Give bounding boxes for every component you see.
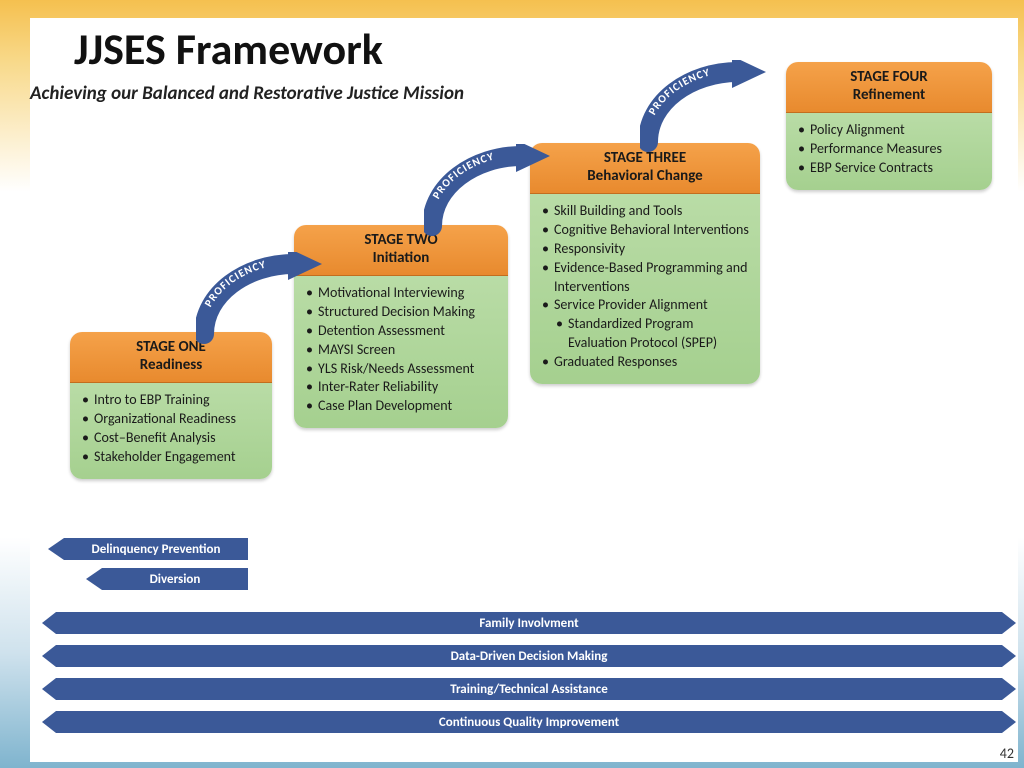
stage-bullet: Inter-Rater Reliability xyxy=(304,378,498,397)
band-label: Continuous Quality Improvement xyxy=(439,715,619,730)
left-arrow-label: Diversion xyxy=(150,572,201,587)
horizontal-band: Continuous Quality Improvement xyxy=(56,711,1002,733)
svg-text:PROFICIENCY: PROFICIENCY xyxy=(430,150,496,202)
proficiency-arrow: PROFICIENCY xyxy=(424,144,554,239)
stage-bullet: Graduated Responses xyxy=(540,353,750,372)
stage-card-stage-four: STAGE FOURRefinementPolicy AlignmentPerf… xyxy=(786,62,992,190)
stage-bullet: Cognitive Behavioral Interventions xyxy=(540,221,750,240)
stage-bullet: Structured Decision Making xyxy=(304,303,498,322)
stage-bullet: Skill Building and Tools xyxy=(540,202,750,221)
stage-bullet: Performance Measures xyxy=(796,140,982,159)
stage-bullet: Service Provider Alignment xyxy=(540,296,750,315)
stage-body: Intro to EBP TrainingOrganizational Read… xyxy=(70,383,272,479)
stage-bullet: YLS Risk/Needs Assessment xyxy=(304,360,498,379)
left-arrow-strip: Delinquency Prevention xyxy=(64,538,248,560)
left-arrow-label: Delinquency Prevention xyxy=(92,542,221,557)
stage-bullet: Cost–Benefit Analysis xyxy=(80,429,262,448)
proficiency-arrow: PROFICIENCY xyxy=(640,60,770,155)
stage-card-stage-one: STAGE ONEReadinessIntro to EBP TrainingO… xyxy=(70,332,272,479)
stage-title-line1: STAGE FOUR xyxy=(794,68,984,86)
band-label: Training/Technical Assistance xyxy=(450,682,608,697)
band-label: Data-Driven Decision Making xyxy=(451,649,608,664)
stage-bullet: Stakeholder Engagement xyxy=(80,448,262,467)
page-title: JJSES Framework xyxy=(74,22,383,76)
stage-bullet: Responsivity xyxy=(540,240,750,259)
stage-bullet: Evidence-Based Programming and Intervent… xyxy=(540,259,750,297)
horizontal-band: Family Involvment xyxy=(56,612,1002,634)
stage-body: Policy AlignmentPerformance MeasuresEBP … xyxy=(786,113,992,190)
svg-text:PROFICIENCY: PROFICIENCY xyxy=(646,66,712,118)
left-arrow-strip: Diversion xyxy=(102,568,248,590)
stage-bullet: Case Plan Development xyxy=(304,397,498,416)
stage-bullet: Detention Assessment xyxy=(304,322,498,341)
stage-bullet: Motivational Interviewing xyxy=(304,284,498,303)
page-subtitle: Achieving our Balanced and Restorative J… xyxy=(30,82,464,105)
stage-bullet: MAYSI Screen xyxy=(304,341,498,360)
stage-title-line2: Refinement xyxy=(794,86,984,104)
page-number: 42 xyxy=(1000,745,1014,762)
svg-text:PROFICIENCY: PROFICIENCY xyxy=(202,258,268,310)
stage-bullet: Organizational Readiness xyxy=(80,410,262,429)
stage-title-line2: Readiness xyxy=(78,356,264,374)
stage-title-line2: Initiation xyxy=(302,249,500,267)
stage-body: Motivational InterviewingStructured Deci… xyxy=(294,276,508,428)
stage-card-stage-two: STAGE TWOInitiationMotivational Intervie… xyxy=(294,225,508,428)
horizontal-band: Data-Driven Decision Making xyxy=(56,645,1002,667)
proficiency-arrow: PROFICIENCY xyxy=(196,252,326,347)
stage-body: Skill Building and ToolsCognitive Behavi… xyxy=(530,194,760,384)
stage-title-line2: Behavioral Change xyxy=(538,167,752,185)
horizontal-band: Training/Technical Assistance xyxy=(56,678,1002,700)
stage-header: STAGE FOURRefinement xyxy=(786,62,992,113)
stage-bullet: EBP Service Contracts xyxy=(796,159,982,178)
stage-bullet: Intro to EBP Training xyxy=(80,391,262,410)
stage-bullet: Standardized Program Evaluation Protocol… xyxy=(540,315,750,353)
band-label: Family Involvment xyxy=(479,616,578,631)
stage-bullet: Policy Alignment xyxy=(796,121,982,140)
stage-card-stage-three: STAGE THREEBehavioral ChangeSkill Buildi… xyxy=(530,143,760,384)
